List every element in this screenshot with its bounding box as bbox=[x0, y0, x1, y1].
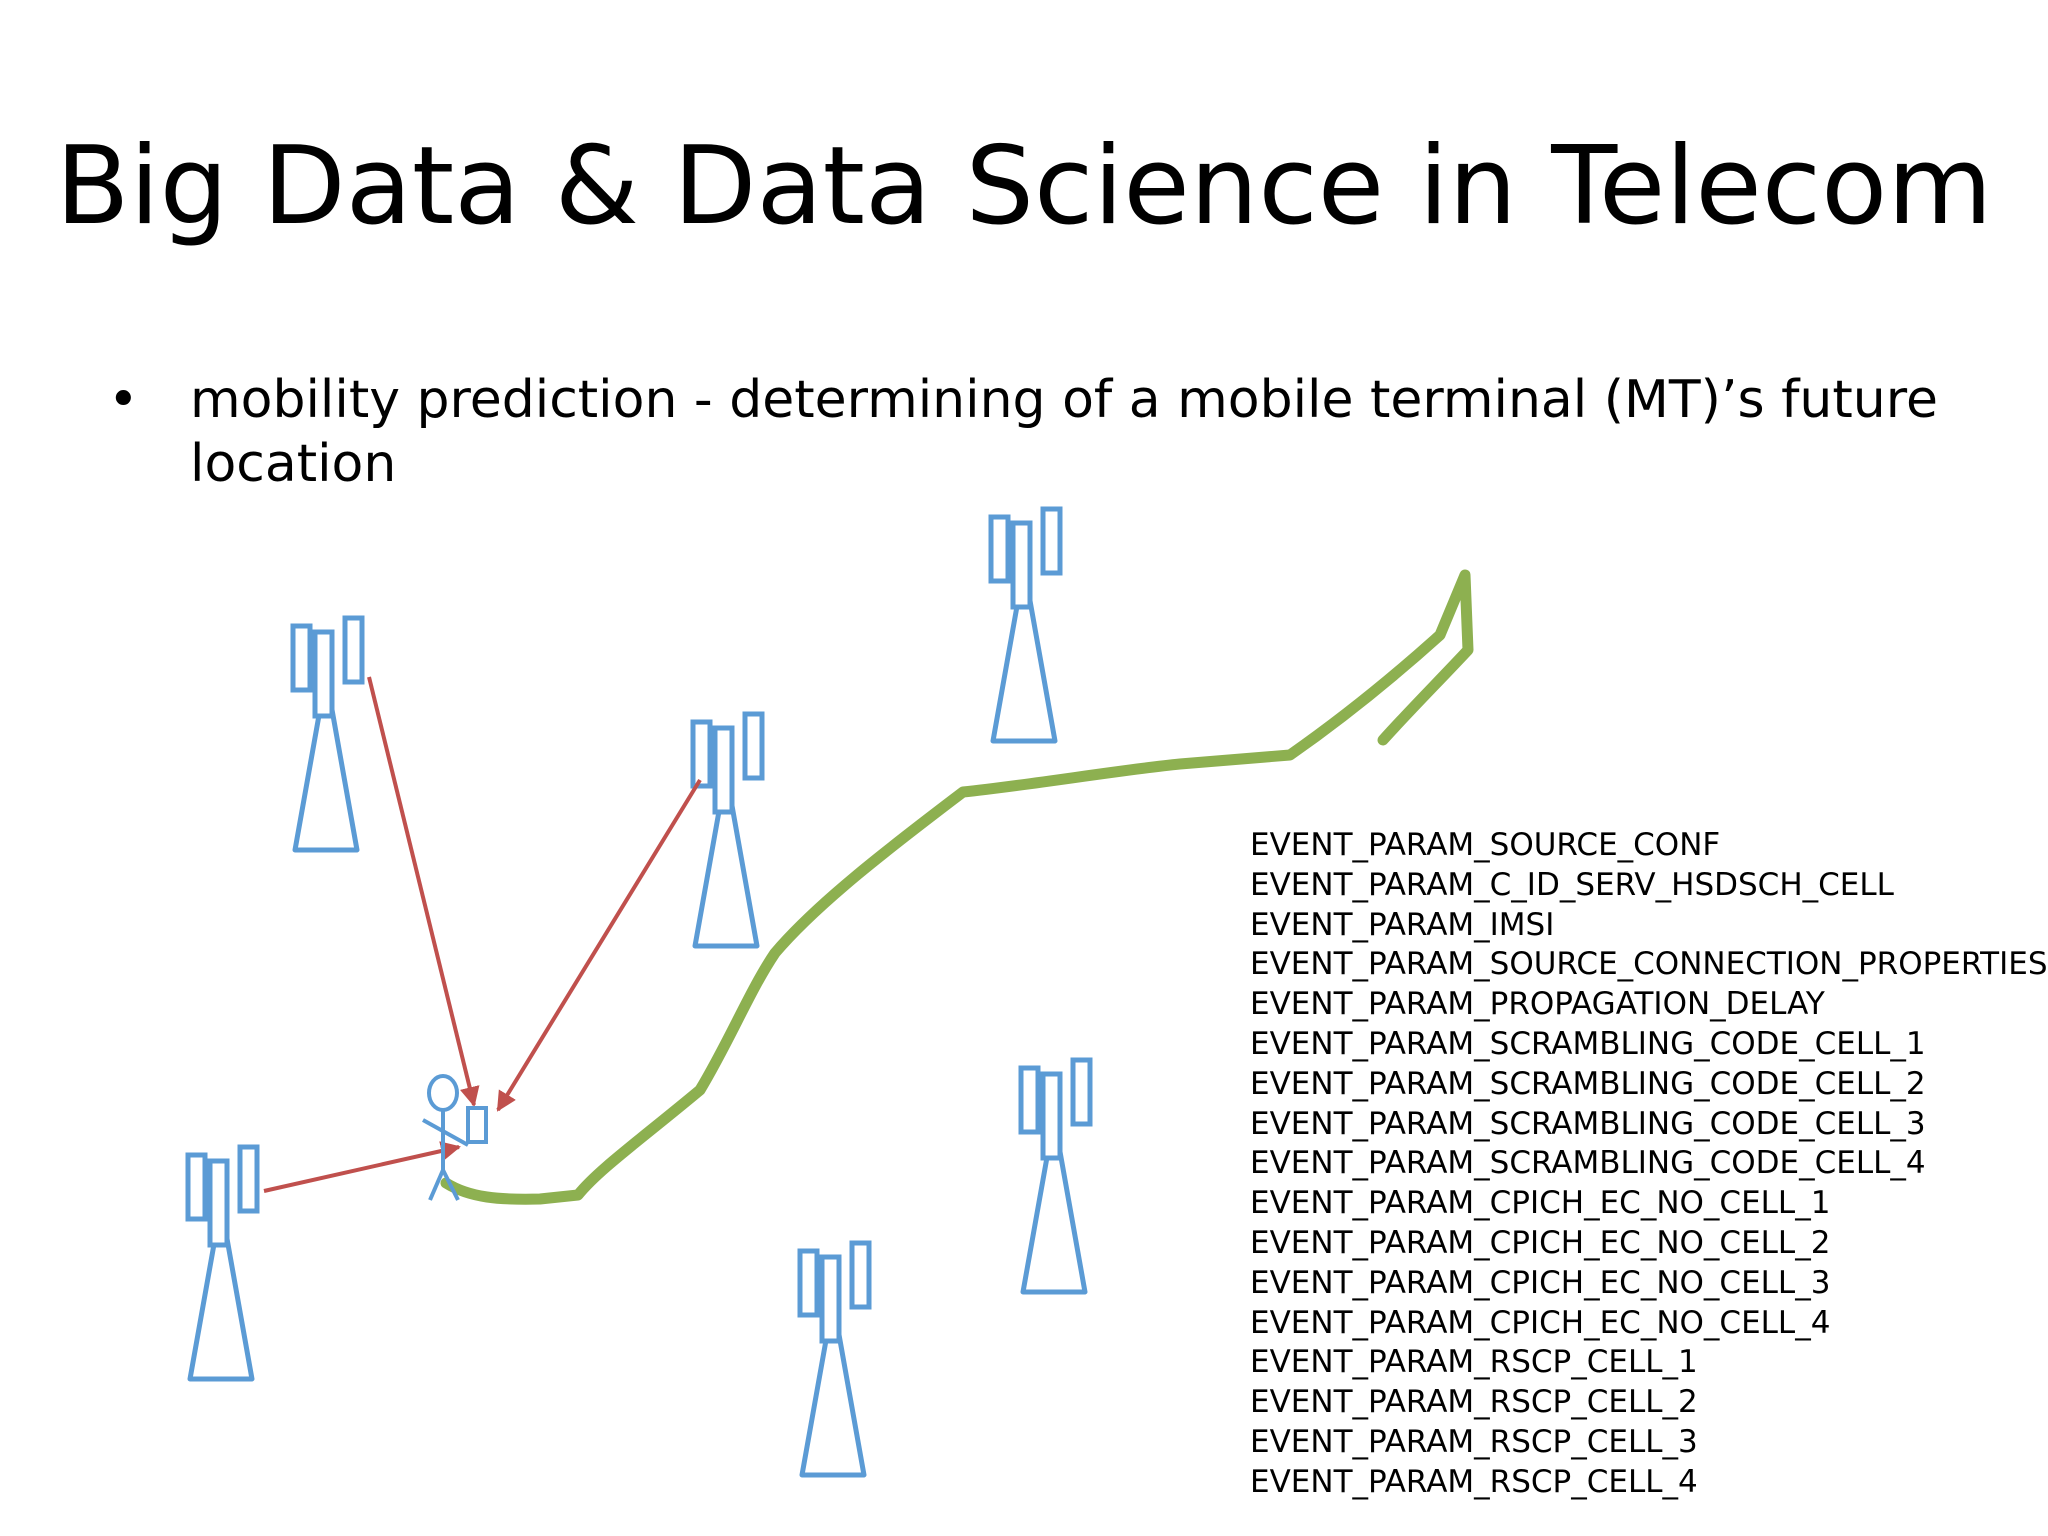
bullet-text: mobility prediction - determining of a m… bbox=[190, 370, 1938, 494]
slide-title: Big Data & Data Science in Telecom bbox=[55, 124, 1993, 249]
event-param-item: EVENT_PARAM_CPICH_EC_NO_CELL_2 bbox=[1250, 1224, 1831, 1261]
event-param-item: EVENT_PARAM_SOURCE_CONNECTION_PROPERTIES bbox=[1250, 946, 2048, 983]
event-param-item: EVENT_PARAM_IMSI bbox=[1250, 906, 1555, 943]
event-param-item: EVENT_PARAM_RSCP_CELL_2 bbox=[1250, 1384, 1698, 1421]
event-param-item: EVENT_PARAM_SOURCE_CONF bbox=[1250, 827, 1721, 863]
event-param-item: EVENT_PARAM_RSCP_CELL_3 bbox=[1250, 1423, 1698, 1460]
event-param-item: EVENT_PARAM_RSCP_CELL_1 bbox=[1250, 1344, 1698, 1381]
signal-arrow bbox=[263, 1141, 461, 1193]
cell-tower-icon bbox=[185, 1144, 260, 1382]
event-param-item: EVENT_PARAM_PROPAGATION_DELAY bbox=[1250, 986, 1825, 1023]
cell-tower-icon bbox=[690, 711, 765, 949]
event-param-item: EVENT_PARAM_SCRAMBLING_CODE_CELL_4 bbox=[1250, 1145, 1926, 1182]
movement-path bbox=[440, 569, 1474, 1205]
event-param-item: EVENT_PARAM_CPICH_EC_NO_CELL_4 bbox=[1250, 1304, 1831, 1341]
event-param-item: EVENT_PARAM_RSCP_CELL_4 bbox=[1250, 1463, 1698, 1500]
cell-tower-icon bbox=[1018, 1057, 1093, 1295]
event-param-item: EVENT_PARAM_CPICH_EC_NO_CELL_3 bbox=[1250, 1264, 1831, 1301]
cell-tower-icon bbox=[797, 1240, 872, 1478]
cell-tower-icon bbox=[290, 615, 365, 853]
event-param-item: EVENT_PARAM_SCRAMBLING_CODE_CELL_1 bbox=[1250, 1025, 1926, 1062]
mobile-user-icon bbox=[422, 1074, 488, 1201]
event-parameter-list: EVENT_PARAM_SOURCE_CONF EVENT_PARAM_C_ID… bbox=[1250, 826, 2048, 1503]
event-param-item: EVENT_PARAM_SCRAMBLING_CODE_CELL_3 bbox=[1250, 1105, 1926, 1142]
cell-tower-icon bbox=[988, 506, 1063, 744]
bullet-marker: • bbox=[108, 370, 139, 430]
event-param-item: EVENT_PARAM_CPICH_EC_NO_CELL_1 bbox=[1250, 1185, 1831, 1222]
event-param-item: EVENT_PARAM_SCRAMBLING_CODE_CELL_2 bbox=[1250, 1065, 1926, 1102]
signal-arrow bbox=[367, 676, 480, 1107]
signal-arrow bbox=[496, 778, 702, 1112]
event-param-item: EVENT_PARAM_C_ID_SERV_HSDSCH_CELL bbox=[1250, 866, 1894, 903]
